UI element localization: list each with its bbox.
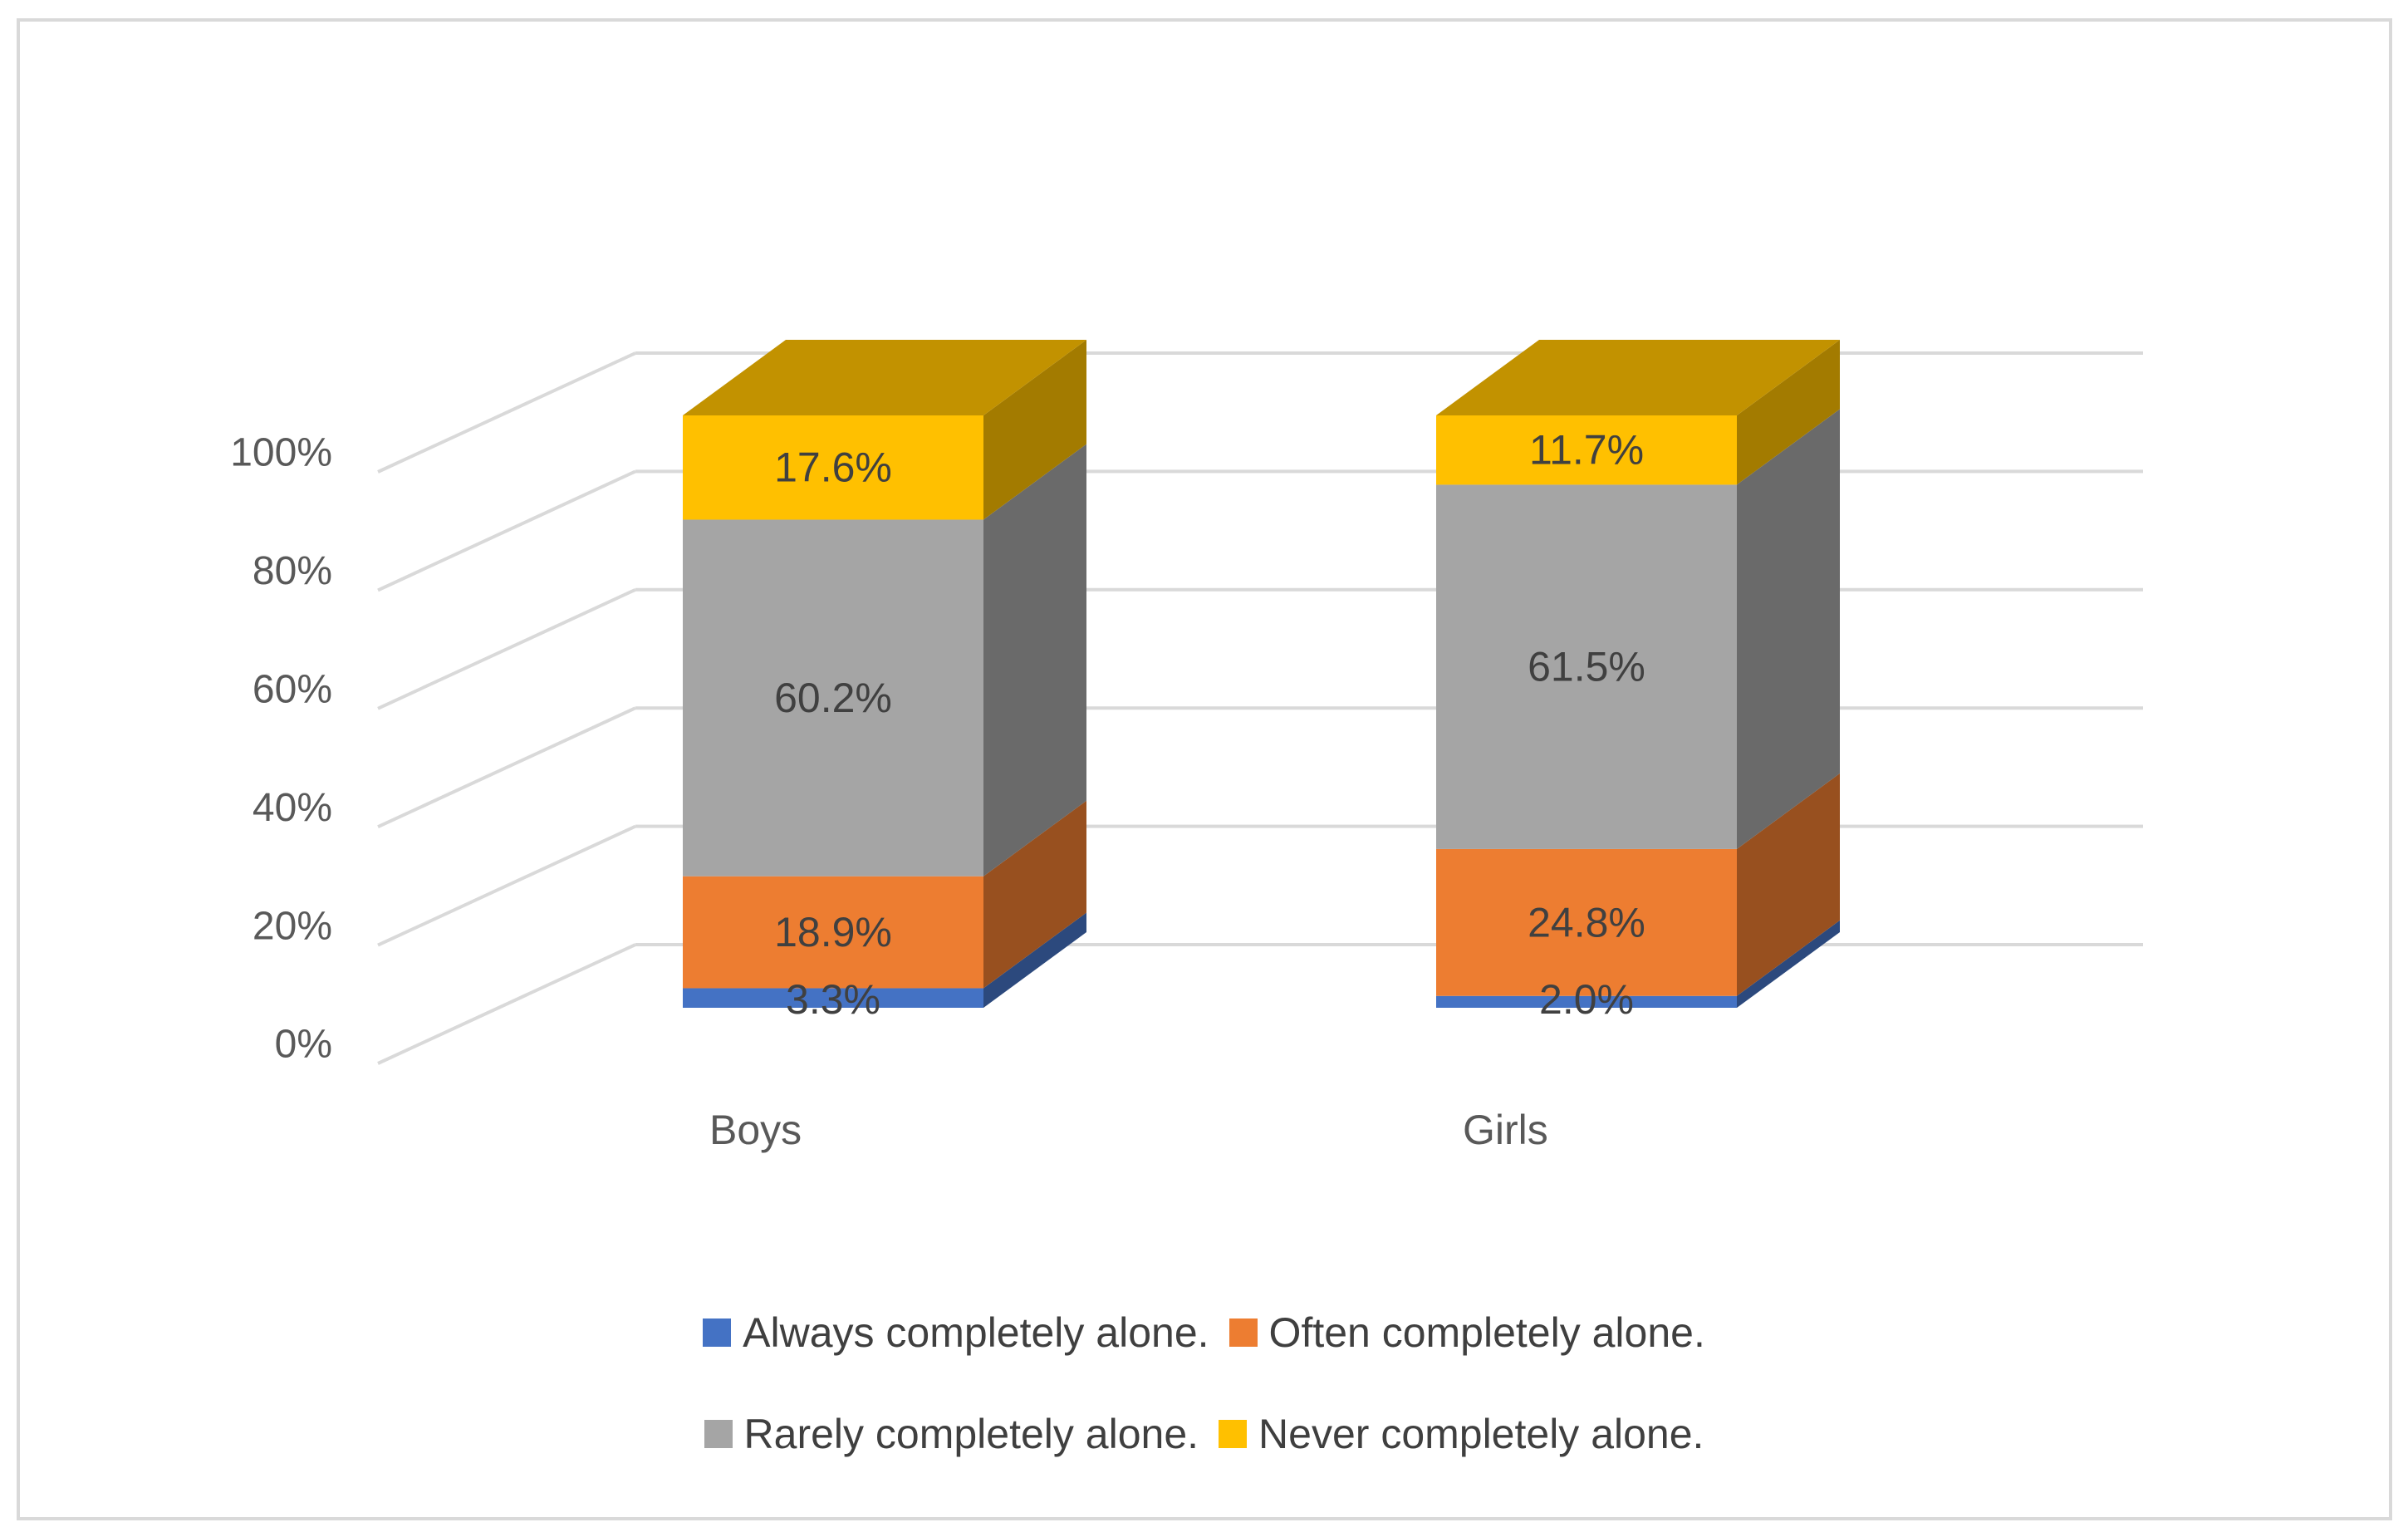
- data-label-girls-2: 61.5%: [1528, 644, 1645, 690]
- bar-side-boys-3: [983, 340, 1086, 520]
- data-label-boys-0: 3.3%: [786, 976, 880, 1023]
- bar-side-boys-1: [983, 800, 1086, 989]
- legend-item-rarely: Rarely completely alone.: [704, 1410, 1199, 1458]
- data-label-boys-1: 18.9%: [774, 909, 892, 955]
- data-labels: 3.3% 18.9% 60.2% 17.6% 2.0% 24.8% 61.5% 11.7%: [774, 427, 1645, 1023]
- chart-frame: [17, 18, 2392, 1520]
- y-tick-label: 20%: [253, 904, 332, 948]
- bar-front-girls-0: [1436, 995, 1737, 1008]
- bar-side-girls-1: [1737, 773, 1840, 996]
- gridline-diagonal: [377, 706, 636, 829]
- bars: [683, 340, 1840, 1008]
- bar-front-boys-2: [683, 519, 983, 877]
- axes: 0% 20% 40% 60% 80% 100% Boys Girls: [230, 431, 1548, 1153]
- bar-front-girls-2: [1436, 484, 1737, 849]
- legend-label-rarely: Rarely completely alone.: [743, 1411, 1199, 1457]
- legend-swatch-often: [1229, 1318, 1258, 1347]
- bar-front-boys-0: [683, 988, 983, 1008]
- gridline-diagonal: [377, 351, 636, 474]
- data-label-boys-3: 17.6%: [774, 444, 892, 491]
- data-label-boys-2: 60.2%: [774, 675, 892, 721]
- data-label-girls-0: 2.0%: [1539, 976, 1634, 1023]
- legend-label-never: Never completely alone.: [1258, 1411, 1704, 1457]
- data-label-girls-3: 11.7%: [1529, 427, 1644, 474]
- y-tick-label: 100%: [230, 431, 332, 475]
- bar-side-girls-2: [1737, 409, 1840, 849]
- bar-top-girls: [1436, 340, 1840, 415]
- gridlines: [377, 351, 2143, 1065]
- legend-label-always: Always completely alone.: [743, 1309, 1209, 1356]
- legend-item-never: Never completely alone.: [1219, 1410, 1704, 1458]
- x-category-label-girls: Girls: [1463, 1107, 1548, 1153]
- bar-front-boys-3: [683, 415, 983, 520]
- gridline-diagonal: [377, 824, 636, 947]
- x-category-label-boys: Boys: [709, 1107, 802, 1153]
- y-tick-label: 60%: [253, 667, 332, 711]
- legend-swatch-never: [1219, 1420, 1248, 1448]
- gridline-diagonal: [377, 587, 636, 710]
- bar-side-girls-3: [1737, 340, 1840, 485]
- gridline-diagonal: [377, 943, 636, 1065]
- bar-front-girls-3: [1436, 415, 1737, 485]
- legend-swatch-always: [703, 1318, 732, 1347]
- bar-front-boys-1: [683, 876, 983, 989]
- bar-side-boys-2: [983, 444, 1086, 877]
- legend-item-always: Always completely alone.: [703, 1309, 1209, 1357]
- bar-top-boys: [683, 340, 1086, 415]
- data-label-girls-1: 24.8%: [1528, 899, 1645, 945]
- legend-item-often: Often completely alone.: [1229, 1309, 1705, 1357]
- legend-label-often: Often completely alone.: [1268, 1309, 1705, 1356]
- legend-row-1: Always completely alone. Often completel…: [0, 1309, 2408, 1357]
- y-tick-label: 80%: [253, 549, 332, 593]
- legend-row-2: Rarely completely alone. Never completel…: [0, 1410, 2408, 1458]
- gridline-diagonal: [377, 469, 636, 592]
- y-tick-label: 40%: [253, 786, 332, 830]
- y-tick-label: 0%: [275, 1023, 332, 1067]
- bar-side-girls-0: [1737, 920, 1840, 1008]
- bar-front-girls-1: [1436, 848, 1737, 996]
- legend-swatch-rarely: [704, 1420, 733, 1448]
- bar-side-boys-0: [983, 912, 1086, 1008]
